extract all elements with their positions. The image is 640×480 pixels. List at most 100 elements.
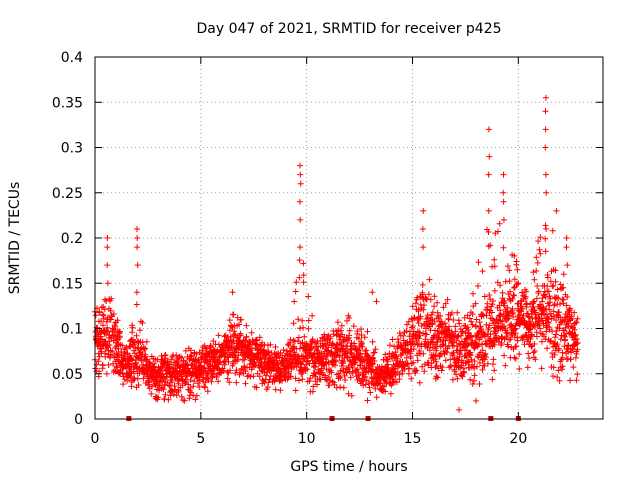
data-point [519, 336, 526, 343]
data-point [280, 347, 287, 353]
data-point [468, 356, 475, 363]
data-point [557, 314, 564, 321]
data-point [542, 294, 549, 300]
data-point [551, 351, 558, 358]
data-point [134, 375, 141, 382]
data-point [112, 368, 119, 375]
data-point [473, 397, 479, 404]
data-point [129, 324, 136, 331]
data-point [134, 235, 141, 241]
data-point [513, 258, 520, 265]
data-point [573, 377, 580, 384]
data-point [242, 380, 249, 387]
data-point [511, 276, 518, 283]
data-point [161, 396, 168, 402]
data-point [431, 303, 438, 310]
data-point [113, 350, 120, 357]
data-point [323, 353, 330, 360]
data-point [471, 358, 478, 365]
data-point [439, 341, 446, 348]
data-point [403, 328, 410, 334]
data-point [252, 362, 259, 368]
data-point [337, 349, 343, 355]
data-point [505, 343, 512, 350]
data-point [181, 397, 188, 404]
data-point [297, 180, 304, 187]
data-point [469, 381, 476, 387]
data-point [506, 278, 513, 285]
data-point [370, 366, 376, 373]
data-point [426, 276, 433, 283]
data-point [371, 358, 378, 364]
data-point [542, 94, 549, 101]
data-point [309, 336, 316, 343]
data-point [506, 336, 513, 343]
data-point [416, 332, 423, 339]
data-point [290, 320, 297, 327]
data-point [559, 354, 566, 361]
data-point [373, 394, 380, 401]
data-point [539, 295, 546, 301]
data-point [542, 108, 549, 115]
data-point [238, 316, 245, 323]
axis-ticks: 0 0.05 0.1 0.15 0.2 0.25 0.3 0.35 0.4 0 5 10 15 20 [52, 50, 603, 447]
data-point [300, 324, 306, 331]
data-point [526, 355, 533, 362]
data-point [485, 207, 492, 214]
data-point [272, 386, 279, 393]
data-point [484, 306, 491, 313]
data-point [495, 338, 502, 345]
data-point [567, 377, 574, 384]
data-point [126, 343, 133, 349]
data-point [139, 319, 146, 326]
data-point [506, 267, 513, 274]
data-point [550, 364, 557, 371]
data-point [201, 384, 208, 391]
data-point [469, 311, 476, 318]
data-point [445, 316, 452, 323]
data-point [290, 337, 297, 344]
data-point [514, 266, 521, 273]
data-point [511, 284, 517, 291]
data-point [522, 294, 529, 300]
data-point [531, 341, 538, 347]
data-point [193, 392, 200, 399]
data-point [516, 351, 523, 358]
data-point [287, 373, 294, 380]
data-point [346, 332, 352, 339]
data-point [433, 347, 440, 354]
data-point [564, 294, 571, 300]
data-point [388, 382, 395, 389]
data-point [308, 338, 315, 345]
data-point [382, 378, 389, 385]
data-point [369, 338, 376, 345]
data-point [433, 373, 440, 380]
data-point [133, 301, 140, 308]
data-point [519, 305, 526, 312]
data-point [155, 394, 162, 401]
data-point [248, 329, 255, 336]
data-point [497, 282, 504, 289]
data-point [454, 333, 461, 340]
data-point [442, 300, 449, 307]
data-point [265, 349, 272, 356]
data-point [296, 198, 303, 205]
data-point [538, 365, 545, 372]
data-point [208, 378, 215, 385]
data-point [409, 323, 416, 329]
data-point [486, 322, 493, 329]
data-point [506, 312, 513, 319]
data-point [389, 336, 396, 343]
data-point [363, 347, 370, 354]
data-point [348, 392, 355, 399]
data-point [550, 282, 557, 289]
data-point [513, 343, 520, 350]
data-point [495, 228, 501, 235]
data-point [552, 334, 559, 341]
data-point [481, 362, 488, 369]
data-point [507, 336, 514, 343]
data-point [542, 222, 549, 229]
data-point [542, 144, 549, 151]
data-point [491, 256, 498, 263]
